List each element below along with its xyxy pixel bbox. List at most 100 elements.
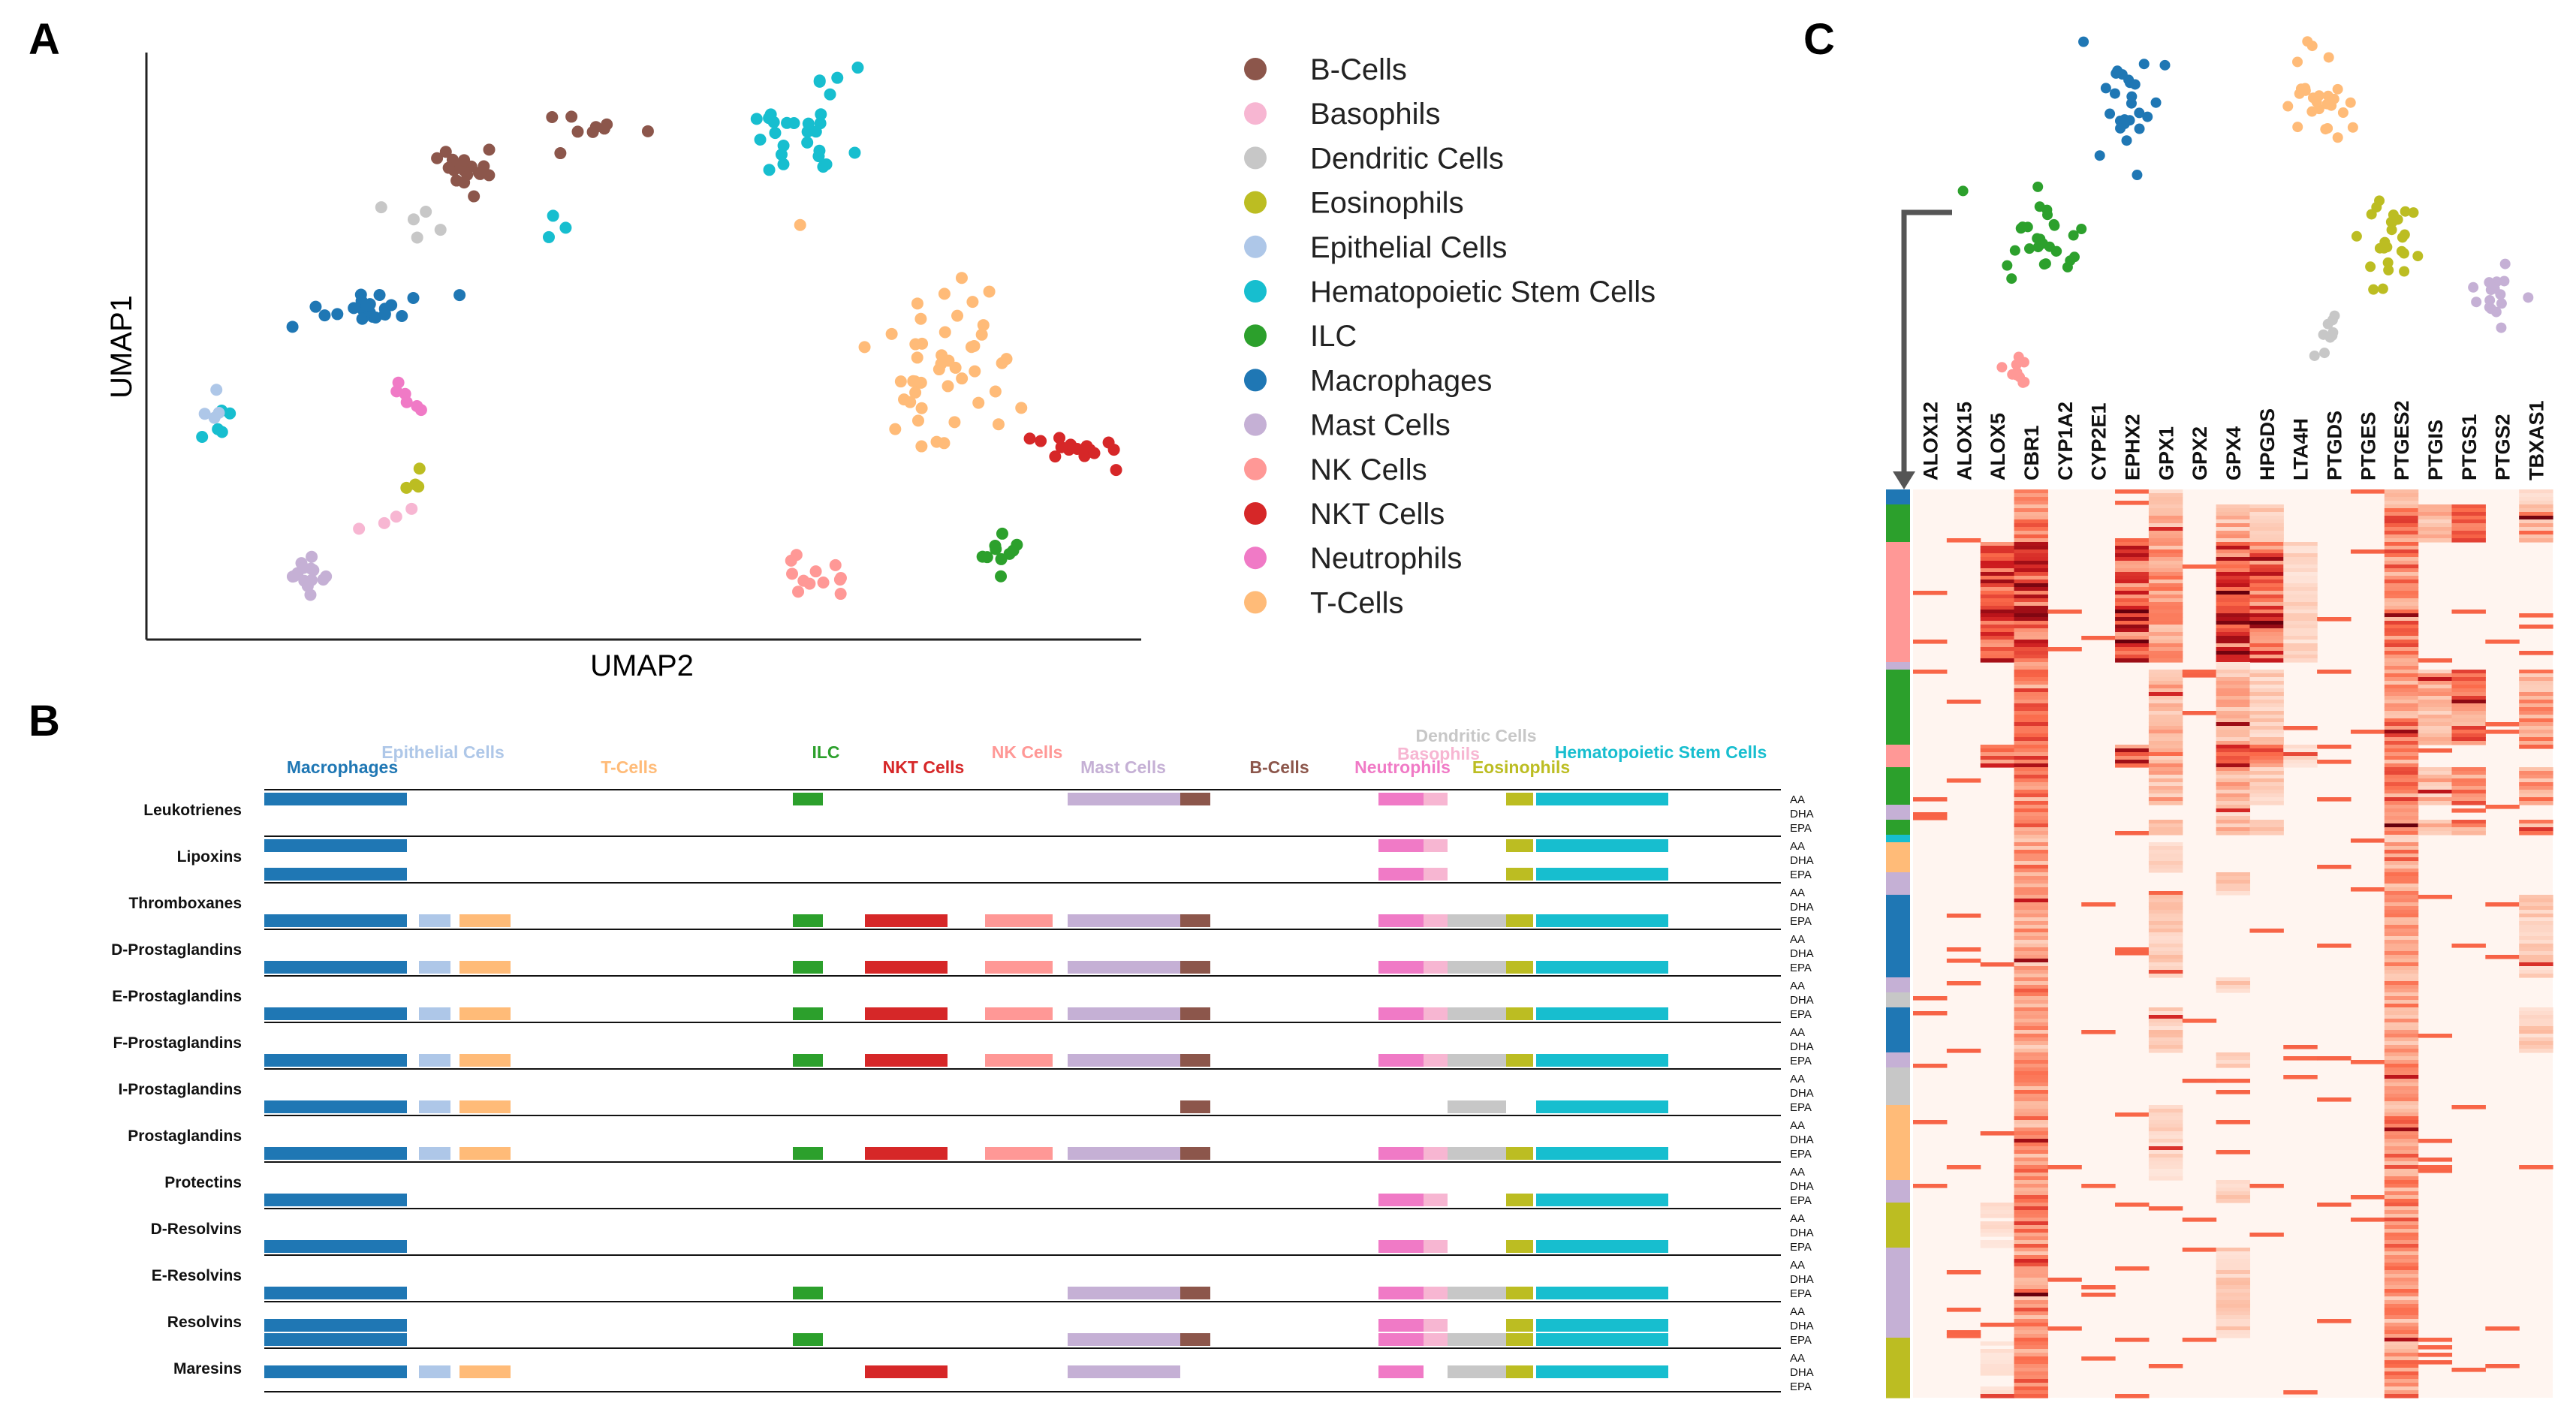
heatmap-cell bbox=[2451, 685, 2486, 689]
heatmap-cell bbox=[1980, 564, 2015, 569]
pufa-label: EPA bbox=[1790, 1380, 1812, 1393]
heatmap-cell bbox=[2384, 1026, 2419, 1031]
heatmap-cell bbox=[2115, 1338, 2150, 1342]
heatmap-cell bbox=[2418, 741, 2453, 745]
celltype-header: ILC bbox=[812, 742, 839, 762]
umap-point-macrophages bbox=[360, 299, 373, 312]
heatmap-cell bbox=[2350, 1060, 2385, 1064]
heatmap-cell bbox=[2216, 534, 2251, 539]
row-cluster-color bbox=[1886, 1278, 1910, 1282]
heatmap-cell bbox=[2216, 1289, 2251, 1293]
row-cluster-color bbox=[1886, 1161, 1910, 1166]
legend-label: Hematopoietic Stem Cells bbox=[1310, 275, 1656, 309]
heatmap-cell bbox=[2384, 1154, 2419, 1158]
presence-bar bbox=[865, 1054, 948, 1067]
presence-bar bbox=[1068, 961, 1180, 974]
heatmap-cell bbox=[2249, 595, 2284, 599]
heatmap-cell bbox=[2249, 549, 2284, 554]
panel-label-a: A bbox=[29, 15, 60, 64]
gene-label: GPX1 bbox=[2155, 426, 2177, 480]
mini-umap-point bbox=[2013, 351, 2024, 363]
heatmap-cell bbox=[1980, 572, 2015, 577]
row-cluster-color bbox=[1886, 1026, 1910, 1031]
heatmap-cell bbox=[2014, 681, 2048, 685]
heatmap-cell bbox=[1980, 613, 2015, 618]
heatmap-cell bbox=[2014, 797, 2048, 802]
heatmap-cell bbox=[2014, 786, 2048, 790]
heatmap-cell bbox=[1980, 1349, 2015, 1353]
row-cluster-color bbox=[1886, 1019, 1910, 1023]
heatmap-cell bbox=[2216, 722, 2251, 727]
heatmap-cell bbox=[2249, 553, 2284, 558]
heatmap-cell bbox=[2148, 737, 2183, 742]
umap-point-t-cells bbox=[996, 357, 1008, 369]
row-cluster-color bbox=[1886, 985, 1910, 989]
row-cluster-color bbox=[1886, 1094, 1910, 1098]
row-cluster-color bbox=[1886, 497, 1910, 501]
heatmap-cell bbox=[2014, 523, 2048, 528]
heatmap-cell bbox=[2384, 1281, 2419, 1286]
heatmap-cell bbox=[2216, 756, 2251, 760]
heatmap-cell bbox=[2148, 1161, 2183, 1166]
heatmap-cell bbox=[2384, 1296, 2419, 1301]
umap-point-hematopoietic-stem-cells bbox=[777, 158, 790, 170]
heatmap-cell bbox=[2249, 696, 2284, 700]
heatmap-cell bbox=[2148, 763, 2183, 768]
heatmap-cell bbox=[1980, 576, 2015, 580]
umap-point-macrophages bbox=[385, 299, 398, 312]
heatmap-cell bbox=[2148, 857, 2183, 862]
presence-bar bbox=[264, 1194, 407, 1206]
heatmap-cell bbox=[2519, 1007, 2553, 1012]
heatmap-cell bbox=[2014, 1319, 2048, 1323]
mediator-label: Lipoxins bbox=[177, 848, 242, 866]
heatmap-cell bbox=[2014, 1097, 2048, 1102]
heatmap-cell bbox=[2216, 1330, 2251, 1335]
heatmap-cell bbox=[2148, 730, 2183, 734]
presence-bar bbox=[1378, 793, 1424, 805]
mini-umap-point bbox=[2042, 209, 2053, 221]
heatmap-cell bbox=[2451, 801, 2486, 805]
heatmap-cell bbox=[2384, 737, 2419, 742]
heatmap-cell bbox=[2519, 1019, 2553, 1023]
heatmap-cell bbox=[2418, 707, 2453, 712]
heatmap-cell bbox=[2249, 677, 2284, 682]
heatmap-cell bbox=[2148, 1011, 2183, 1016]
heatmap-cell bbox=[2384, 1165, 2419, 1170]
pufa-label: EPA bbox=[1790, 1194, 1812, 1207]
heatmap-cell bbox=[2148, 655, 2183, 659]
row-cluster-color bbox=[1886, 610, 1910, 614]
heatmap-cell bbox=[2249, 568, 2284, 573]
mini-umap-point bbox=[2377, 283, 2388, 294]
heatmap-cell bbox=[2148, 640, 2183, 644]
heatmap-cell bbox=[2283, 748, 2318, 753]
heatmap-cell bbox=[2384, 1000, 2419, 1004]
heatmap-cell bbox=[2249, 625, 2284, 629]
heatmap-cell bbox=[2216, 587, 2251, 592]
heatmap-cell bbox=[2014, 932, 2048, 937]
heatmap-cell bbox=[2384, 831, 2419, 835]
presence-bar bbox=[419, 961, 450, 974]
row-cluster-color bbox=[1886, 1105, 1910, 1109]
heatmap-cell bbox=[2519, 801, 2553, 805]
presence-bar bbox=[264, 1100, 407, 1113]
heatmap-cell bbox=[2519, 962, 2553, 967]
heatmap-cell bbox=[2384, 1105, 2419, 1109]
heatmap-cell bbox=[2216, 1248, 2251, 1252]
heatmap-cell bbox=[2350, 489, 2385, 494]
umap-point-b-cells bbox=[468, 190, 481, 203]
heatmap-cell bbox=[2216, 1296, 2251, 1301]
heatmap-cell bbox=[2384, 1371, 2419, 1376]
heatmap-cell bbox=[2519, 730, 2553, 734]
row-cluster-color bbox=[1886, 493, 1910, 498]
heatmap-cell bbox=[2519, 974, 2553, 978]
presence-bar bbox=[985, 1007, 1053, 1020]
row-cluster-color bbox=[1886, 1266, 1910, 1271]
mini-umap-point bbox=[2351, 230, 2362, 242]
heatmap-cell bbox=[2115, 591, 2150, 595]
heatmap-cell bbox=[1946, 1308, 1981, 1312]
umap-point-t-cells bbox=[914, 376, 927, 389]
heatmap-cell bbox=[2182, 673, 2217, 678]
heatmap-cell bbox=[2418, 538, 2453, 543]
row-cluster-color bbox=[1886, 1285, 1910, 1290]
heatmap-cell bbox=[2519, 940, 2553, 944]
